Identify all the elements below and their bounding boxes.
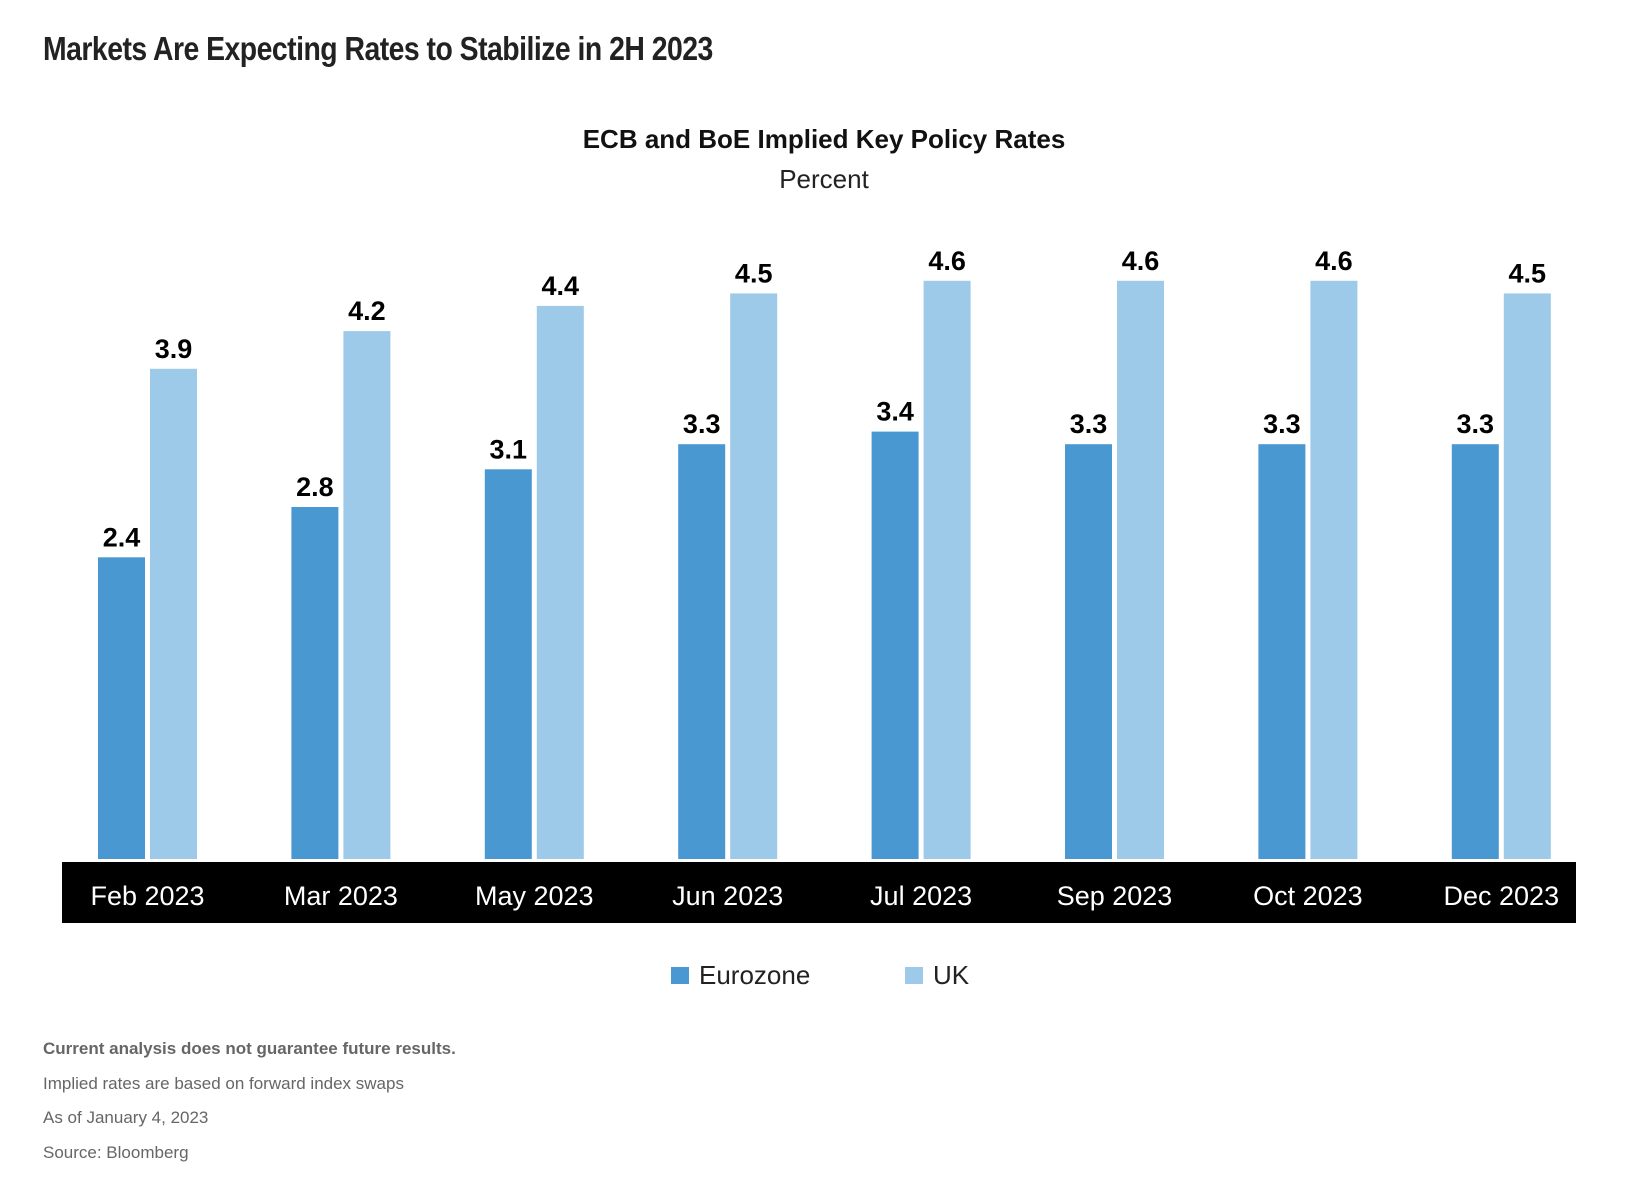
bar-uk-jul-2023 [923,280,971,859]
bar-eurozone-dec-2023 [1451,444,1499,859]
data-label-eurozone-sep-2023: 3.3 [1070,409,1108,439]
data-label-uk-mar-2023: 4.2 [348,296,386,326]
x-tick-label-sep-2023: Sep 2023 [1057,881,1173,911]
x-tick-label-jun-2023: Jun 2023 [672,881,783,911]
bar-eurozone-may-2023 [484,469,532,859]
x-axis-band [62,862,1576,923]
x-tick-label-dec-2023: Dec 2023 [1444,881,1560,911]
data-label-eurozone-oct-2023: 3.3 [1263,409,1301,439]
data-label-uk-sep-2023: 4.6 [1122,246,1160,276]
data-label-eurozone-jun-2023: 3.3 [683,409,721,439]
data-label-uk-feb-2023: 3.9 [155,334,193,364]
x-axis-tick-labels: Feb 2023 Mar 2023 May 2023 Jun 2023 Jul 2023… [90,881,1559,911]
bar-uk-mar-2023 [343,331,391,860]
data-label-uk-dec-2023: 4.5 [1509,258,1547,288]
legend-item-eurozone: Eurozone [671,960,810,991]
x-tick-label-may-2023: May 2023 [475,881,594,911]
data-label-uk-may-2023: 4.4 [542,271,580,301]
data-label-uk-jul-2023: 4.6 [928,246,966,276]
bar-uk-oct-2023 [1310,280,1358,859]
page-title: Markets Are Expecting Rates to Stabilize… [43,30,713,67]
legend-swatch-uk [905,967,923,984]
chart-title: ECB and BoE Implied Key Policy Rates [582,124,1066,154]
bar-uk-jun-2023 [730,293,778,859]
note-source: Source: Bloomberg [43,1142,189,1162]
data-label-eurozone-may-2023: 3.1 [490,434,528,464]
bar-eurozone-jun-2023 [678,444,726,859]
note-methodology: Implied rates are based on forward index… [43,1073,404,1093]
bar-uk-dec-2023 [1503,293,1551,859]
bar-eurozone-jul-2023 [871,431,919,859]
bar-eurozone-sep-2023 [1065,444,1112,859]
bar-eurozone-feb-2023 [98,557,145,859]
data-label-eurozone-dec-2023: 3.3 [1457,409,1495,439]
data-label-uk-jun-2023: 4.5 [735,258,773,288]
note-as-of-date: As of January 4, 2023 [43,1108,209,1127]
x-tick-label-jul-2023: Jul 2023 [870,881,972,911]
legend-label-uk: UK [933,960,970,990]
x-tick-label-oct-2023: Oct 2023 [1253,881,1363,911]
bar-eurozone-mar-2023 [291,507,339,859]
data-label-eurozone-jul-2023: 3.4 [876,397,914,427]
legend-swatch-eurozone [671,967,689,984]
footer-notes: Current analysis does not guarantee futu… [43,1038,456,1176]
bar-uk-sep-2023 [1117,280,1164,859]
data-label-eurozone-mar-2023: 2.8 [296,472,334,502]
bar-uk-feb-2023 [150,368,197,859]
bar-chart: 2.4 3.9 2.8 4.2 3.1 4.4 3.3 4.5 3.4 4.6 3.3 4.6 3.3 4… [62,246,1576,923]
x-tick-label-mar-2023: Mar 2023 [284,881,398,911]
disclaimer: Current analysis does not guarantee futu… [43,1039,456,1058]
legend: Eurozone UK [0,960,1638,996]
data-label-eurozone-feb-2023: 2.4 [103,522,141,552]
chart-subtitle: Percent [779,164,869,194]
legend-item-uk: UK [905,960,969,991]
legend-label-eurozone: Eurozone [699,960,811,990]
bars-layer [98,280,1551,860]
bar-eurozone-oct-2023 [1258,444,1306,859]
bar-uk-may-2023 [536,305,584,859]
data-label-uk-oct-2023: 4.6 [1315,246,1353,276]
x-tick-label-feb-2023: Feb 2023 [90,881,204,911]
data-labels-layer: 2.4 3.9 2.8 4.2 3.1 4.4 3.3 4.5 3.4 4.6 3.3 4.6 3.3 4… [103,246,1546,553]
